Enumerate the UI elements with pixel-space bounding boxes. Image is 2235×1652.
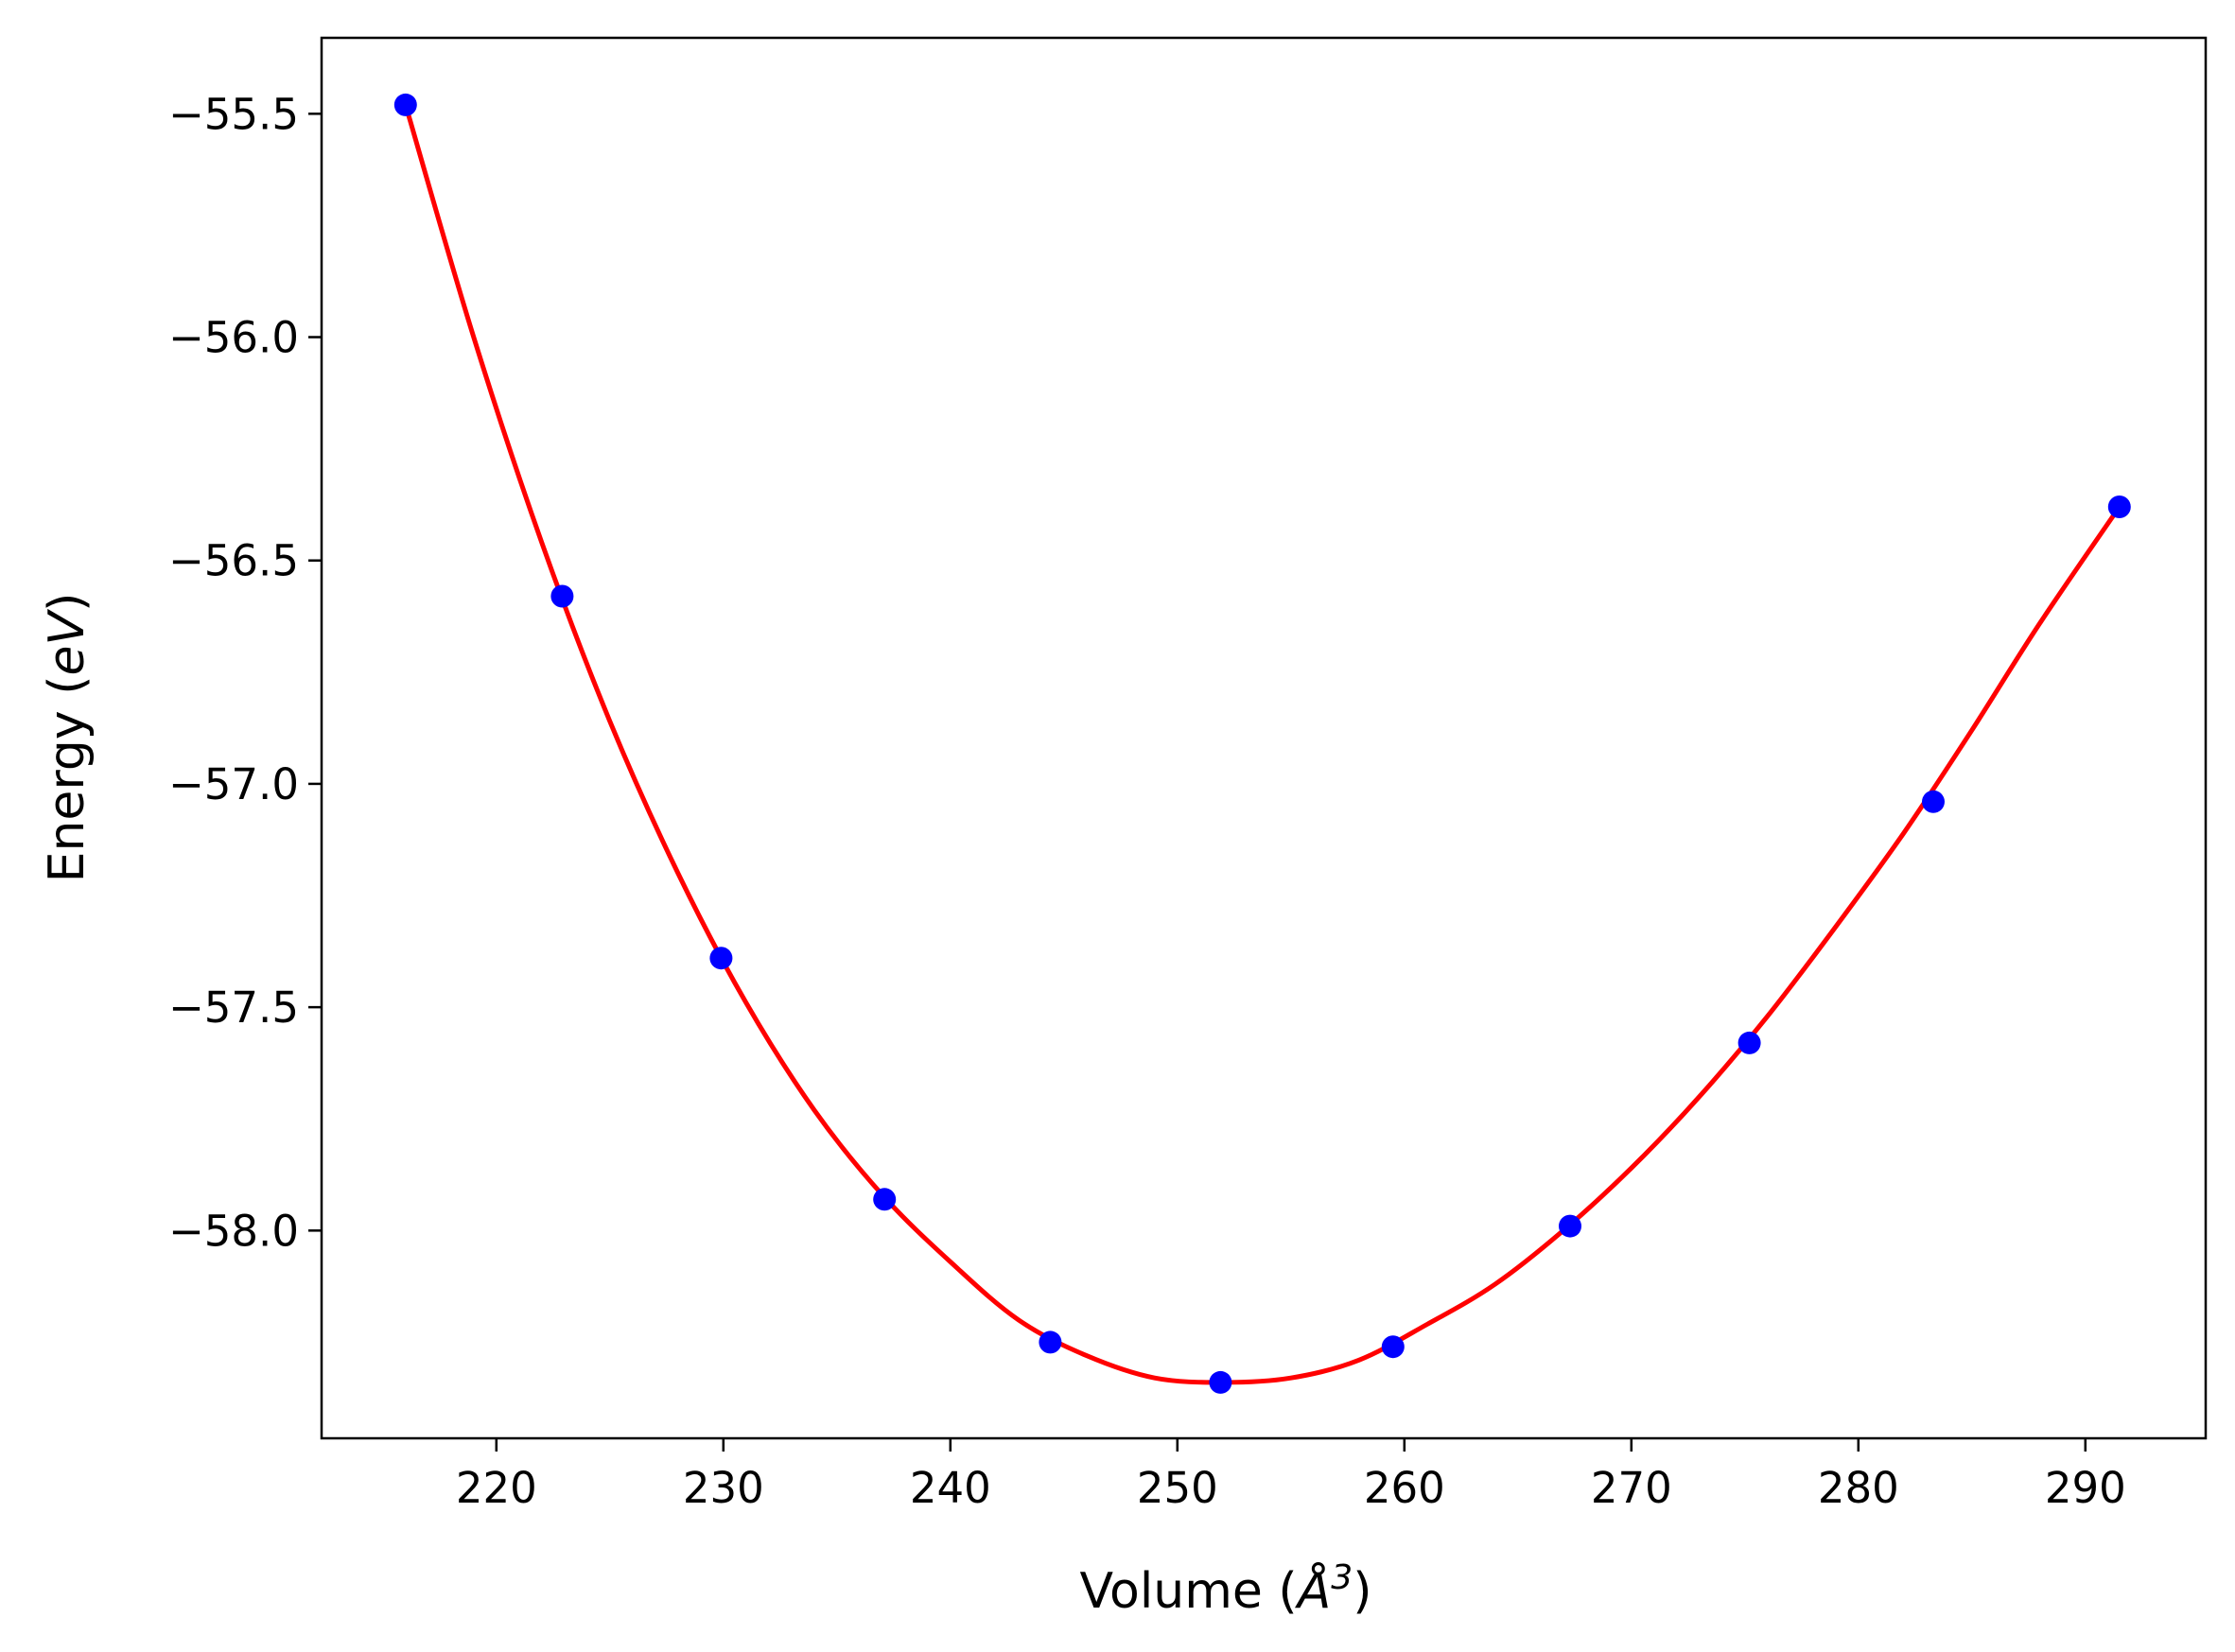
data-point [709,947,733,970]
data-points-layer [393,93,2131,1394]
data-point [873,1188,897,1211]
y-tick-label: −57.5 [168,983,299,1033]
x-tick-label: 250 [1137,1463,1218,1513]
data-point [393,93,417,116]
x-tick-label: 280 [1818,1463,1899,1513]
y-tick-label: −56.5 [168,536,299,586]
data-point [1559,1214,1581,1238]
y-axis-label: Energy (eV) [39,593,96,883]
data-point [1737,1031,1761,1054]
x-tick-label: 220 [456,1463,537,1513]
x-axis-ticks: 220 230 240 250 260 270 280 290 [456,1438,2126,1513]
data-point [2107,496,2131,518]
data-point [1922,790,1945,813]
y-tick-label: −58.0 [168,1206,299,1256]
data-point [1209,1370,1232,1394]
y-tick-label: −57.0 [168,759,299,809]
x-tick-label: 230 [683,1463,764,1513]
y-tick-label: −56.0 [168,313,299,363]
data-point [550,584,574,608]
y-tick-label: −55.5 [168,89,299,139]
x-tick-label: 290 [2045,1463,2126,1513]
x-tick-label: 260 [1364,1463,1445,1513]
x-tick-label: 240 [910,1463,991,1513]
plot-frame [320,36,2208,1440]
data-point [1381,1335,1405,1359]
y-axis-ticks: −55.5 −56.0 −56.5 −57.0 −57.5 −58.0 [168,89,322,1256]
x-tick-label: 270 [1591,1463,1672,1513]
x-axis-label: Volume (Å3) [1080,1558,1372,1620]
data-point [1039,1330,1062,1354]
